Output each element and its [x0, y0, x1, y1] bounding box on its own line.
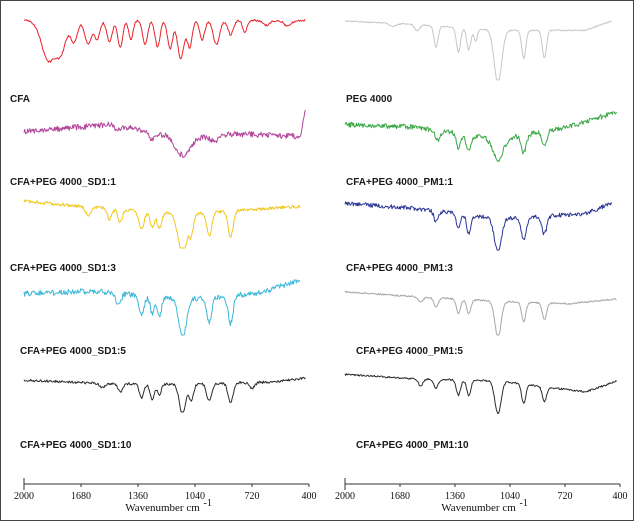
spectrum-line-right-4 — [344, 373, 617, 414]
label-cfa: CFA — [10, 94, 30, 105]
spectrum-line-left-1 — [23, 109, 306, 158]
spectrum-line-right-3 — [344, 290, 617, 336]
label-peg-4000: PEG 4000 — [346, 94, 393, 105]
x-tick-label-left-2: 1360 — [128, 491, 148, 502]
x-tick-label-right-1: 1680 — [390, 491, 410, 502]
x-tick-label-right-5: 400 — [613, 491, 628, 502]
spectrum-line-left-3 — [23, 279, 301, 336]
x-tick-label-left-3: 1040 — [185, 491, 205, 502]
x-tick-label-left-5: 400 — [302, 491, 317, 502]
x-axis-title-sup-right: -1 — [520, 498, 528, 509]
x-tick-label-right-0: 2000 — [335, 491, 355, 502]
spectrum-line-left-0 — [23, 19, 306, 63]
spectrum-line-left-2 — [23, 199, 301, 249]
x-axis-title-sup-left: -1 — [204, 498, 212, 509]
spectrum-line-left-4 — [23, 376, 306, 413]
label-pm-1-5: CFA+PEG 4000_PM1:5 — [356, 346, 463, 357]
spectrum-line-right-0 — [344, 20, 612, 81]
label-sd-1-1: CFA+PEG 4000_SD1:1 — [10, 177, 116, 188]
label-sd-1-5: CFA+PEG 4000_SD1:5 — [20, 346, 126, 357]
label-pm-1-10: CFA+PEG 4000_PM1:10 — [356, 440, 469, 451]
x-tick-label-right-4: 720 — [558, 491, 573, 502]
label-pm-1-1: CFA+PEG 4000_PM1:1 — [346, 177, 453, 188]
x-tick-label-left-0: 2000 — [14, 491, 34, 502]
x-tick-label-right-2: 1360 — [445, 491, 465, 502]
x-axis-title-left: Wavenumber cm — [125, 502, 200, 514]
label-pm-1-3: CFA+PEG 4000_PM1:3 — [346, 263, 453, 274]
x-tick-label-left-1: 1680 — [71, 491, 91, 502]
spectrum-line-right-1 — [344, 111, 618, 163]
label-sd-1-10: CFA+PEG 4000_SD1:10 — [20, 440, 132, 451]
x-axis-title-right: Wavenumber cm — [441, 502, 516, 514]
label-sd-1-3: CFA+PEG 4000_SD1:3 — [10, 263, 116, 274]
x-tick-label-left-4: 720 — [245, 491, 260, 502]
spectrum-line-right-2 — [344, 201, 612, 251]
x-tick-label-right-3: 1040 — [500, 491, 520, 502]
